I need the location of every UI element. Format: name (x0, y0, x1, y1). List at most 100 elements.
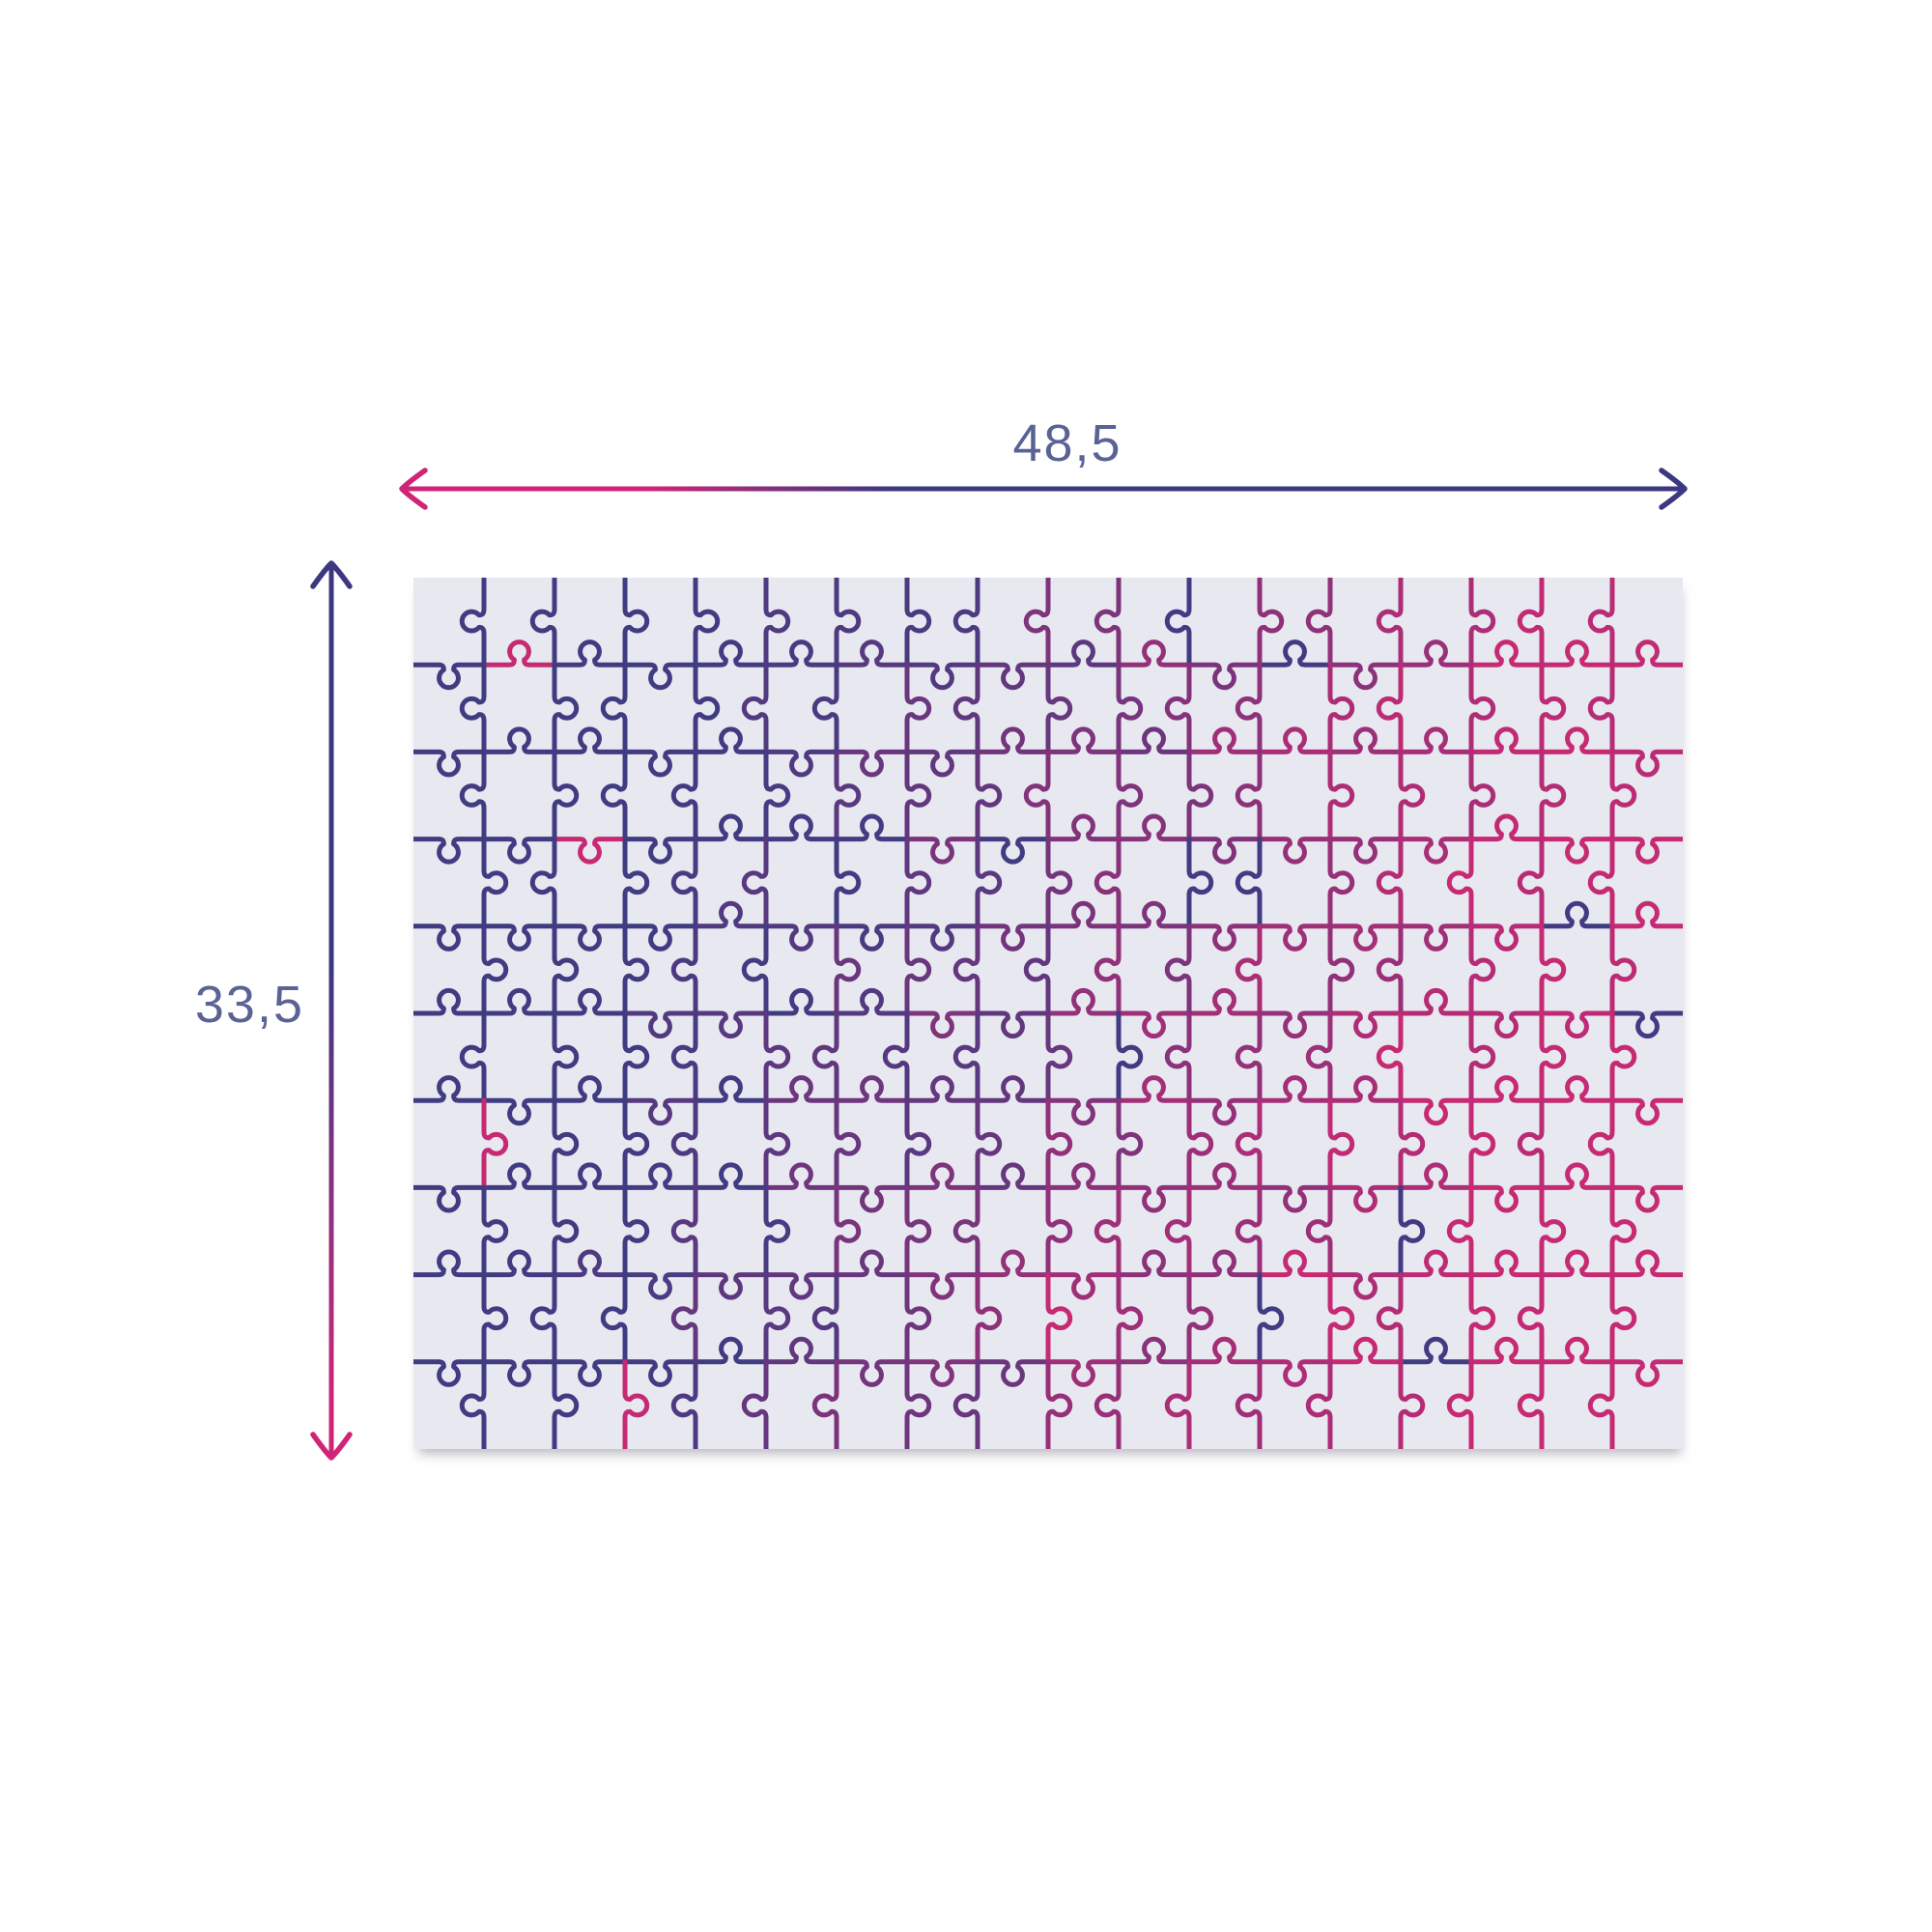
puzzle-edge (1539, 662, 1567, 754)
puzzle-edge (1116, 1272, 1144, 1365)
puzzle-edge (1327, 662, 1355, 754)
puzzle-edge (1116, 1075, 1192, 1103)
puzzle-edge (904, 578, 932, 668)
puzzle-edge (1468, 1075, 1545, 1103)
puzzle-edge (763, 1162, 839, 1190)
puzzle-edge (1327, 923, 1404, 952)
puzzle-edge (552, 1184, 580, 1278)
puzzle-edge (904, 1162, 980, 1190)
puzzle-edge (1257, 1272, 1285, 1365)
puzzle-edge (1468, 1184, 1545, 1213)
puzzle-edge (1094, 1184, 1122, 1278)
puzzle-edge (1609, 1249, 1683, 1278)
puzzle-edge (1116, 900, 1192, 929)
puzzle-edge (1116, 662, 1144, 754)
puzzle-edge (1305, 578, 1333, 668)
puzzle-edge (622, 1097, 698, 1126)
puzzle-edge (1609, 923, 1637, 1016)
puzzle-edge (1235, 837, 1263, 929)
puzzle-edge (811, 662, 839, 754)
puzzle-edge (481, 837, 509, 929)
puzzle-edge (1045, 639, 1122, 668)
puzzle-edge (1468, 662, 1496, 754)
puzzle-edge (834, 923, 862, 1016)
puzzle-edge (1327, 1272, 1355, 1365)
puzzle-edge (975, 837, 1051, 865)
puzzle-edge (1398, 1249, 1474, 1278)
puzzle-edge (1609, 1184, 1683, 1213)
puzzle-edge (413, 923, 487, 952)
puzzle-edge (1398, 1097, 1426, 1190)
puzzle-edge (1376, 837, 1404, 929)
puzzle-edge (975, 1010, 1051, 1039)
puzzle-edge (1186, 1097, 1263, 1126)
puzzle-edge (1045, 662, 1073, 754)
puzzle-edge (1398, 1336, 1474, 1365)
puzzle-edge (1257, 726, 1333, 754)
puzzle-edge (1186, 1097, 1214, 1190)
puzzle-edge (622, 1010, 650, 1103)
puzzle-edge (1164, 1359, 1192, 1449)
puzzle-edge (1116, 639, 1192, 668)
puzzle-edge (834, 1359, 910, 1387)
puzzle-edge (459, 749, 487, 842)
puzzle-edge (834, 837, 862, 929)
puzzle-edge (622, 923, 698, 952)
puzzle-edge (1468, 1097, 1496, 1190)
puzzle-edge (1023, 578, 1051, 668)
puzzle-edge (904, 923, 980, 952)
puzzle-edge (600, 749, 628, 842)
puzzle-edge (481, 1249, 557, 1278)
puzzle-edge (1327, 726, 1404, 754)
puzzle-edge (622, 837, 698, 865)
puzzle-edge (413, 1249, 487, 1278)
puzzle-edge (1468, 923, 1496, 1016)
puzzle-edge (693, 1010, 769, 1039)
width-dimension-label: 48,5 (1012, 414, 1122, 472)
puzzle-edge (1257, 1184, 1333, 1213)
puzzle-edge (1257, 1010, 1333, 1039)
puzzle-edge (1116, 1184, 1192, 1213)
puzzle-edge (1609, 749, 1683, 778)
puzzle-edge (1468, 1272, 1496, 1365)
puzzle-edge (904, 662, 980, 691)
puzzle-edge (1376, 1010, 1404, 1103)
puzzle-edge (763, 1010, 791, 1103)
puzzle-edge (904, 923, 932, 1016)
puzzle-edge (413, 1359, 487, 1387)
puzzle-edge (1186, 923, 1263, 952)
puzzle-edge (1327, 923, 1355, 1016)
puzzle-edge (1327, 749, 1355, 842)
puzzle-edge (1468, 813, 1545, 842)
puzzle-edge (552, 1359, 628, 1387)
puzzle-edge (741, 662, 769, 754)
puzzle-edge (1539, 1162, 1615, 1190)
puzzle-edge (741, 837, 769, 929)
puzzle-edge (1045, 1359, 1122, 1387)
puzzle-edge (1235, 1184, 1263, 1278)
puzzle-edge (693, 900, 769, 929)
puzzle-edge (1609, 900, 1683, 929)
puzzle-edge (1398, 1162, 1474, 1190)
puzzle-edge (952, 923, 980, 1016)
puzzle-edge (904, 837, 932, 929)
puzzle-edge (1376, 923, 1404, 1016)
puzzle-edge (1327, 662, 1404, 691)
puzzle-edge (811, 1010, 839, 1103)
puzzle-edge (1468, 1249, 1545, 1278)
puzzle-edge (975, 1097, 1003, 1190)
puzzle-edge (693, 726, 769, 754)
puzzle-edge (834, 1075, 910, 1103)
puzzle-edge (1446, 1184, 1474, 1278)
puzzle-edge (1398, 1097, 1474, 1126)
puzzle-edge (1609, 1359, 1683, 1387)
puzzle-edge (1517, 1272, 1545, 1365)
puzzle-edge (693, 1162, 769, 1190)
puzzle-edge (1164, 578, 1192, 668)
puzzle-edge (622, 923, 650, 1016)
puzzle-edge (1164, 923, 1192, 1016)
puzzle-edge (904, 749, 932, 842)
puzzle-edge (459, 1010, 487, 1103)
puzzle-edge (481, 726, 557, 754)
puzzle-edge (1517, 578, 1545, 668)
